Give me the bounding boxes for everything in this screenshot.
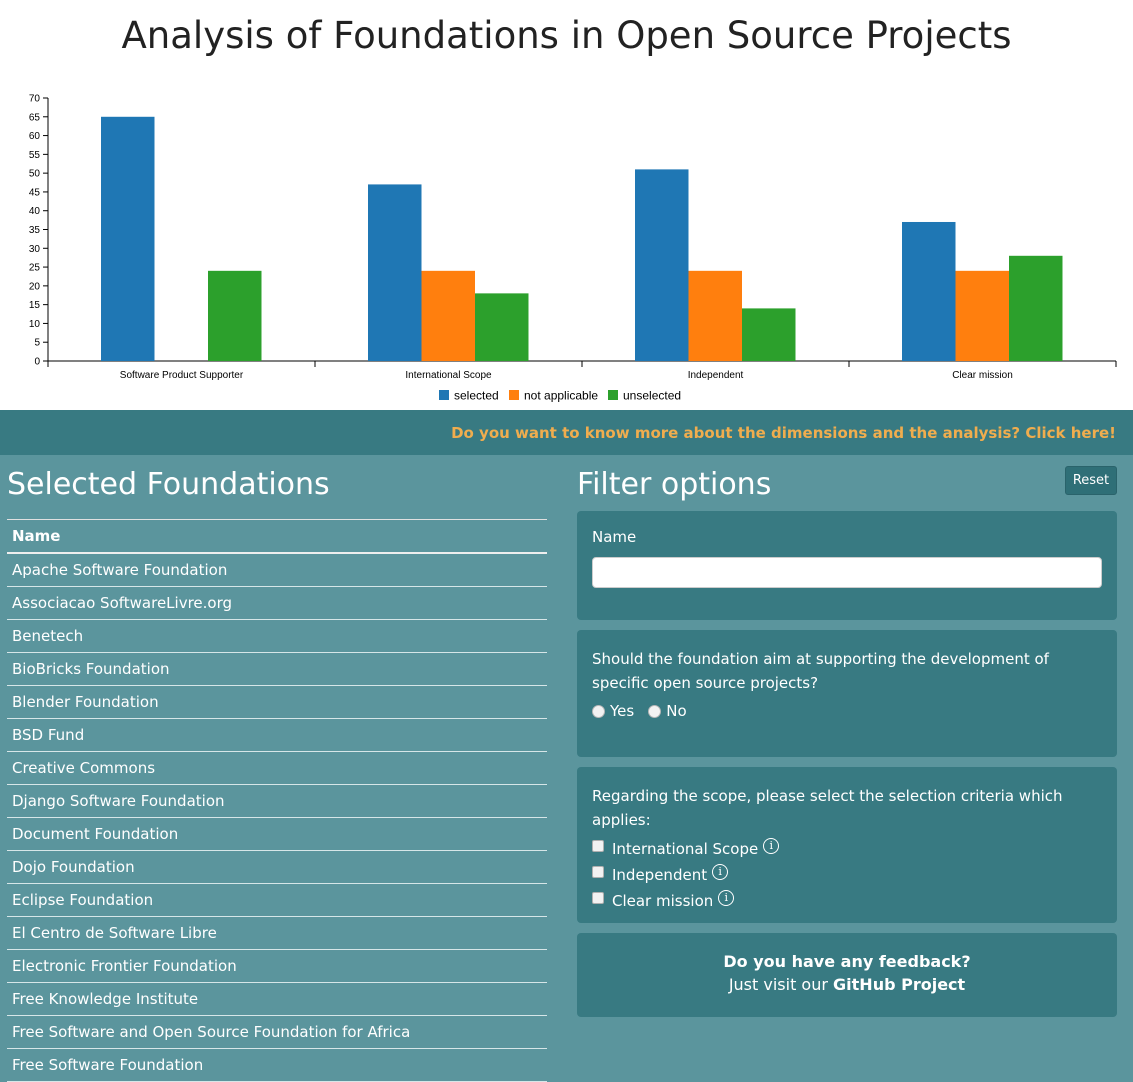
legend-swatch [608,390,618,400]
x-tick-label: Clear mission [952,370,1013,381]
bar-selected [368,184,422,361]
reset-button[interactable]: Reset [1065,466,1117,495]
name-field-label: Name [592,528,637,546]
bar-selected [101,116,155,362]
bar-not-applicable [688,270,742,361]
bar-selected [635,169,689,361]
independent-label[interactable]: Independent [612,866,708,884]
criteria-independent[interactable]: Independent i [592,862,1102,888]
name-column-header[interactable]: Name [7,520,547,554]
feedback-title: Do you have any feedback? [723,952,971,971]
info-icon[interactable]: i [763,838,780,854]
clear-mission-label[interactable]: Clear mission [612,892,714,910]
bar-unselected [208,270,262,361]
chart-area: Analysis of Foundations in Open Source P… [0,0,1133,410]
clear-mission-checkbox[interactable] [592,892,604,904]
y-tick-label: 0 [34,357,40,368]
info-bar: Do you want to know more about the dimen… [0,410,1133,455]
table-row[interactable]: Free Software and Open Source Foundation… [7,1016,547,1049]
feedback-text-line: Just visit our GitHub Project [592,975,1102,994]
y-tick-label: 55 [29,150,41,161]
github-project-link[interactable]: GitHub Project [833,975,966,994]
table-row[interactable]: Electronic Frontier Foundation [7,950,547,983]
y-tick-label: 65 [29,112,41,123]
table-row[interactable]: Apache Software Foundation [7,554,547,587]
bar-unselected [1009,255,1063,361]
table-row[interactable]: BSD Fund [7,719,547,752]
y-tick-label: 50 [29,169,41,180]
x-tick-label: Independent [688,370,744,381]
selected-foundations-title: Selected Foundations [7,467,330,502]
no-radio[interactable] [648,704,662,718]
support-radio-group: Yes No [592,702,1102,720]
international-scope-checkbox[interactable] [592,840,604,852]
legend-label: not applicable [524,389,598,403]
bar-selected [902,221,956,361]
feedback-text: Just visit our [728,975,828,994]
legend-label: unselected [623,389,681,403]
y-tick-label: 30 [29,244,41,255]
table-row[interactable]: Eclipse Foundation [7,884,547,917]
y-tick-label: 70 [29,94,41,105]
x-tick-label: International Scope [405,370,492,381]
table-row[interactable]: Free Software Foundation [7,1049,547,1082]
foundations-table: Name Apache Software Foundation Associac… [7,519,547,1082]
yes-radio[interactable] [592,704,605,718]
legend-swatch [509,390,519,400]
bar-not-applicable [955,270,1009,361]
table-row[interactable]: Document Foundation [7,818,547,851]
y-tick-label: 25 [29,263,41,274]
scope-question: Regarding the scope, please select the s… [592,787,1063,829]
table-row[interactable]: Benetech [7,620,547,653]
legend-swatch [439,390,449,400]
y-tick-label: 40 [29,206,41,217]
y-tick-label: 35 [29,225,41,236]
table-row[interactable]: Django Software Foundation [7,785,547,818]
international-scope-label[interactable]: International Scope [612,840,759,858]
independent-checkbox[interactable] [592,866,604,878]
yes-label[interactable]: Yes [610,702,635,720]
y-tick-label: 20 [29,281,41,292]
info-icon[interactable]: i [718,890,735,906]
analysis-info-link[interactable]: Do you want to know more about the dimen… [451,424,1116,442]
info-icon[interactable]: i [712,864,729,880]
filter-options-title: Filter options [577,467,772,502]
name-field[interactable] [592,557,1102,588]
criteria-international-scope[interactable]: International Scope i [592,836,1102,862]
y-tick-label: 15 [29,300,41,311]
y-tick-label: 10 [29,319,41,330]
bar-unselected [742,308,796,361]
y-tick-label: 60 [29,131,41,142]
bar-chart: 0 5 10 15 20 25 30 35 40 45 50 55 60 65 70 Software Pro… [29,94,1117,403]
x-tick-label: Software Product Supporter [120,370,244,381]
table-row[interactable]: Free Knowledge Institute [7,983,547,1016]
table-row[interactable]: Blender Foundation [7,686,547,719]
scope-criteria-list: International Scope i Independent i Clea… [592,836,1102,914]
y-tick-label: 5 [34,338,40,349]
table-row[interactable]: Dojo Foundation [7,851,547,884]
support-question: Should the foundation aim at supporting … [592,650,1049,692]
scope-panel: Regarding the scope, please select the s… [577,767,1117,923]
table-row[interactable]: Associacao SoftwareLivre.org [7,587,547,620]
table-row[interactable]: BioBricks Foundation [7,653,547,686]
feedback-panel: Do you have any feedback? Just visit our… [577,933,1117,1017]
y-tick-label: 45 [29,187,41,198]
table-row[interactable]: El Centro de Software Libre [7,917,547,950]
bar-unselected [475,293,529,361]
support-question-panel: Should the foundation aim at supporting … [577,630,1117,757]
legend-label: selected [454,389,499,403]
criteria-clear-mission[interactable]: Clear mission i [592,888,1102,914]
no-label[interactable]: No [666,702,687,720]
page-title: Analysis of Foundations in Open Source P… [121,14,1012,57]
bar-not-applicable [421,270,475,361]
name-filter-panel: Name [577,511,1117,620]
table-row[interactable]: Creative Commons [7,752,547,785]
